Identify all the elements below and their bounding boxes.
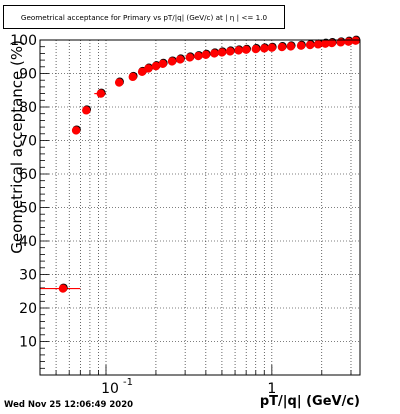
data-point: [217, 48, 227, 57]
y-tick-label: 30: [19, 268, 37, 284]
data-point: [82, 106, 91, 115]
data-point: [96, 89, 105, 98]
data-point: [286, 42, 295, 51]
y-tick-label: 20: [19, 301, 37, 317]
x-tick-label: 10: [101, 381, 119, 397]
data-points: [40, 35, 361, 293]
data-point: [296, 41, 306, 50]
chart-title: Geometrical acceptance for Primary vs pT…: [3, 5, 285, 29]
y-tick-label: 10: [19, 335, 37, 351]
data-point: [241, 45, 251, 54]
data-point: [210, 49, 219, 58]
data-point: [114, 78, 124, 87]
data-point: [185, 53, 194, 62]
data-point: [260, 44, 269, 53]
x-axis-label: pT/|q| (GeV/c): [260, 394, 360, 409]
data-point: [175, 55, 185, 64]
data-point: [225, 47, 235, 56]
y-tick-label: 80: [19, 100, 37, 116]
data-point: [128, 72, 137, 82]
y-axis-label: Geometrical acceptance (%): [8, 40, 26, 254]
data-point: [194, 51, 203, 61]
y-tick-label: 50: [19, 201, 37, 217]
timestamp: Wed Nov 25 12:06:49 2020: [4, 400, 134, 410]
data-point: [313, 40, 323, 49]
x-tick-label-exponent: -1: [123, 377, 133, 388]
data-point: [277, 42, 287, 52]
y-tick-label: 100: [10, 33, 37, 49]
data-point: [201, 50, 211, 59]
data-point: [267, 43, 277, 52]
grid-lines: [39, 40, 360, 375]
x-tick-label: 1: [267, 381, 276, 397]
y-tick-label: 70: [19, 134, 37, 150]
y-tick-label: 40: [19, 234, 37, 250]
y-tick-label: 60: [19, 167, 37, 183]
data-point: [336, 38, 345, 47]
data-point: [167, 57, 177, 66]
data-point: [305, 40, 315, 50]
data-point: [71, 126, 81, 135]
data-point: [327, 38, 337, 48]
data-point: [137, 67, 147, 77]
data-point: [351, 36, 360, 45]
y-tick-label: 90: [19, 67, 37, 83]
plot-frame: [39, 39, 361, 376]
data-point: [344, 37, 353, 46]
data-point: [151, 61, 161, 71]
data-point: [234, 46, 243, 55]
data-point: [251, 44, 260, 54]
data-point: [144, 64, 153, 73]
data-point: [58, 284, 68, 293]
tick-labels: 10 20 30 40 50 60 70 80 90 100 10 -1 1: [10, 33, 276, 397]
data-point: [158, 59, 167, 68]
data-point: [321, 39, 330, 48]
